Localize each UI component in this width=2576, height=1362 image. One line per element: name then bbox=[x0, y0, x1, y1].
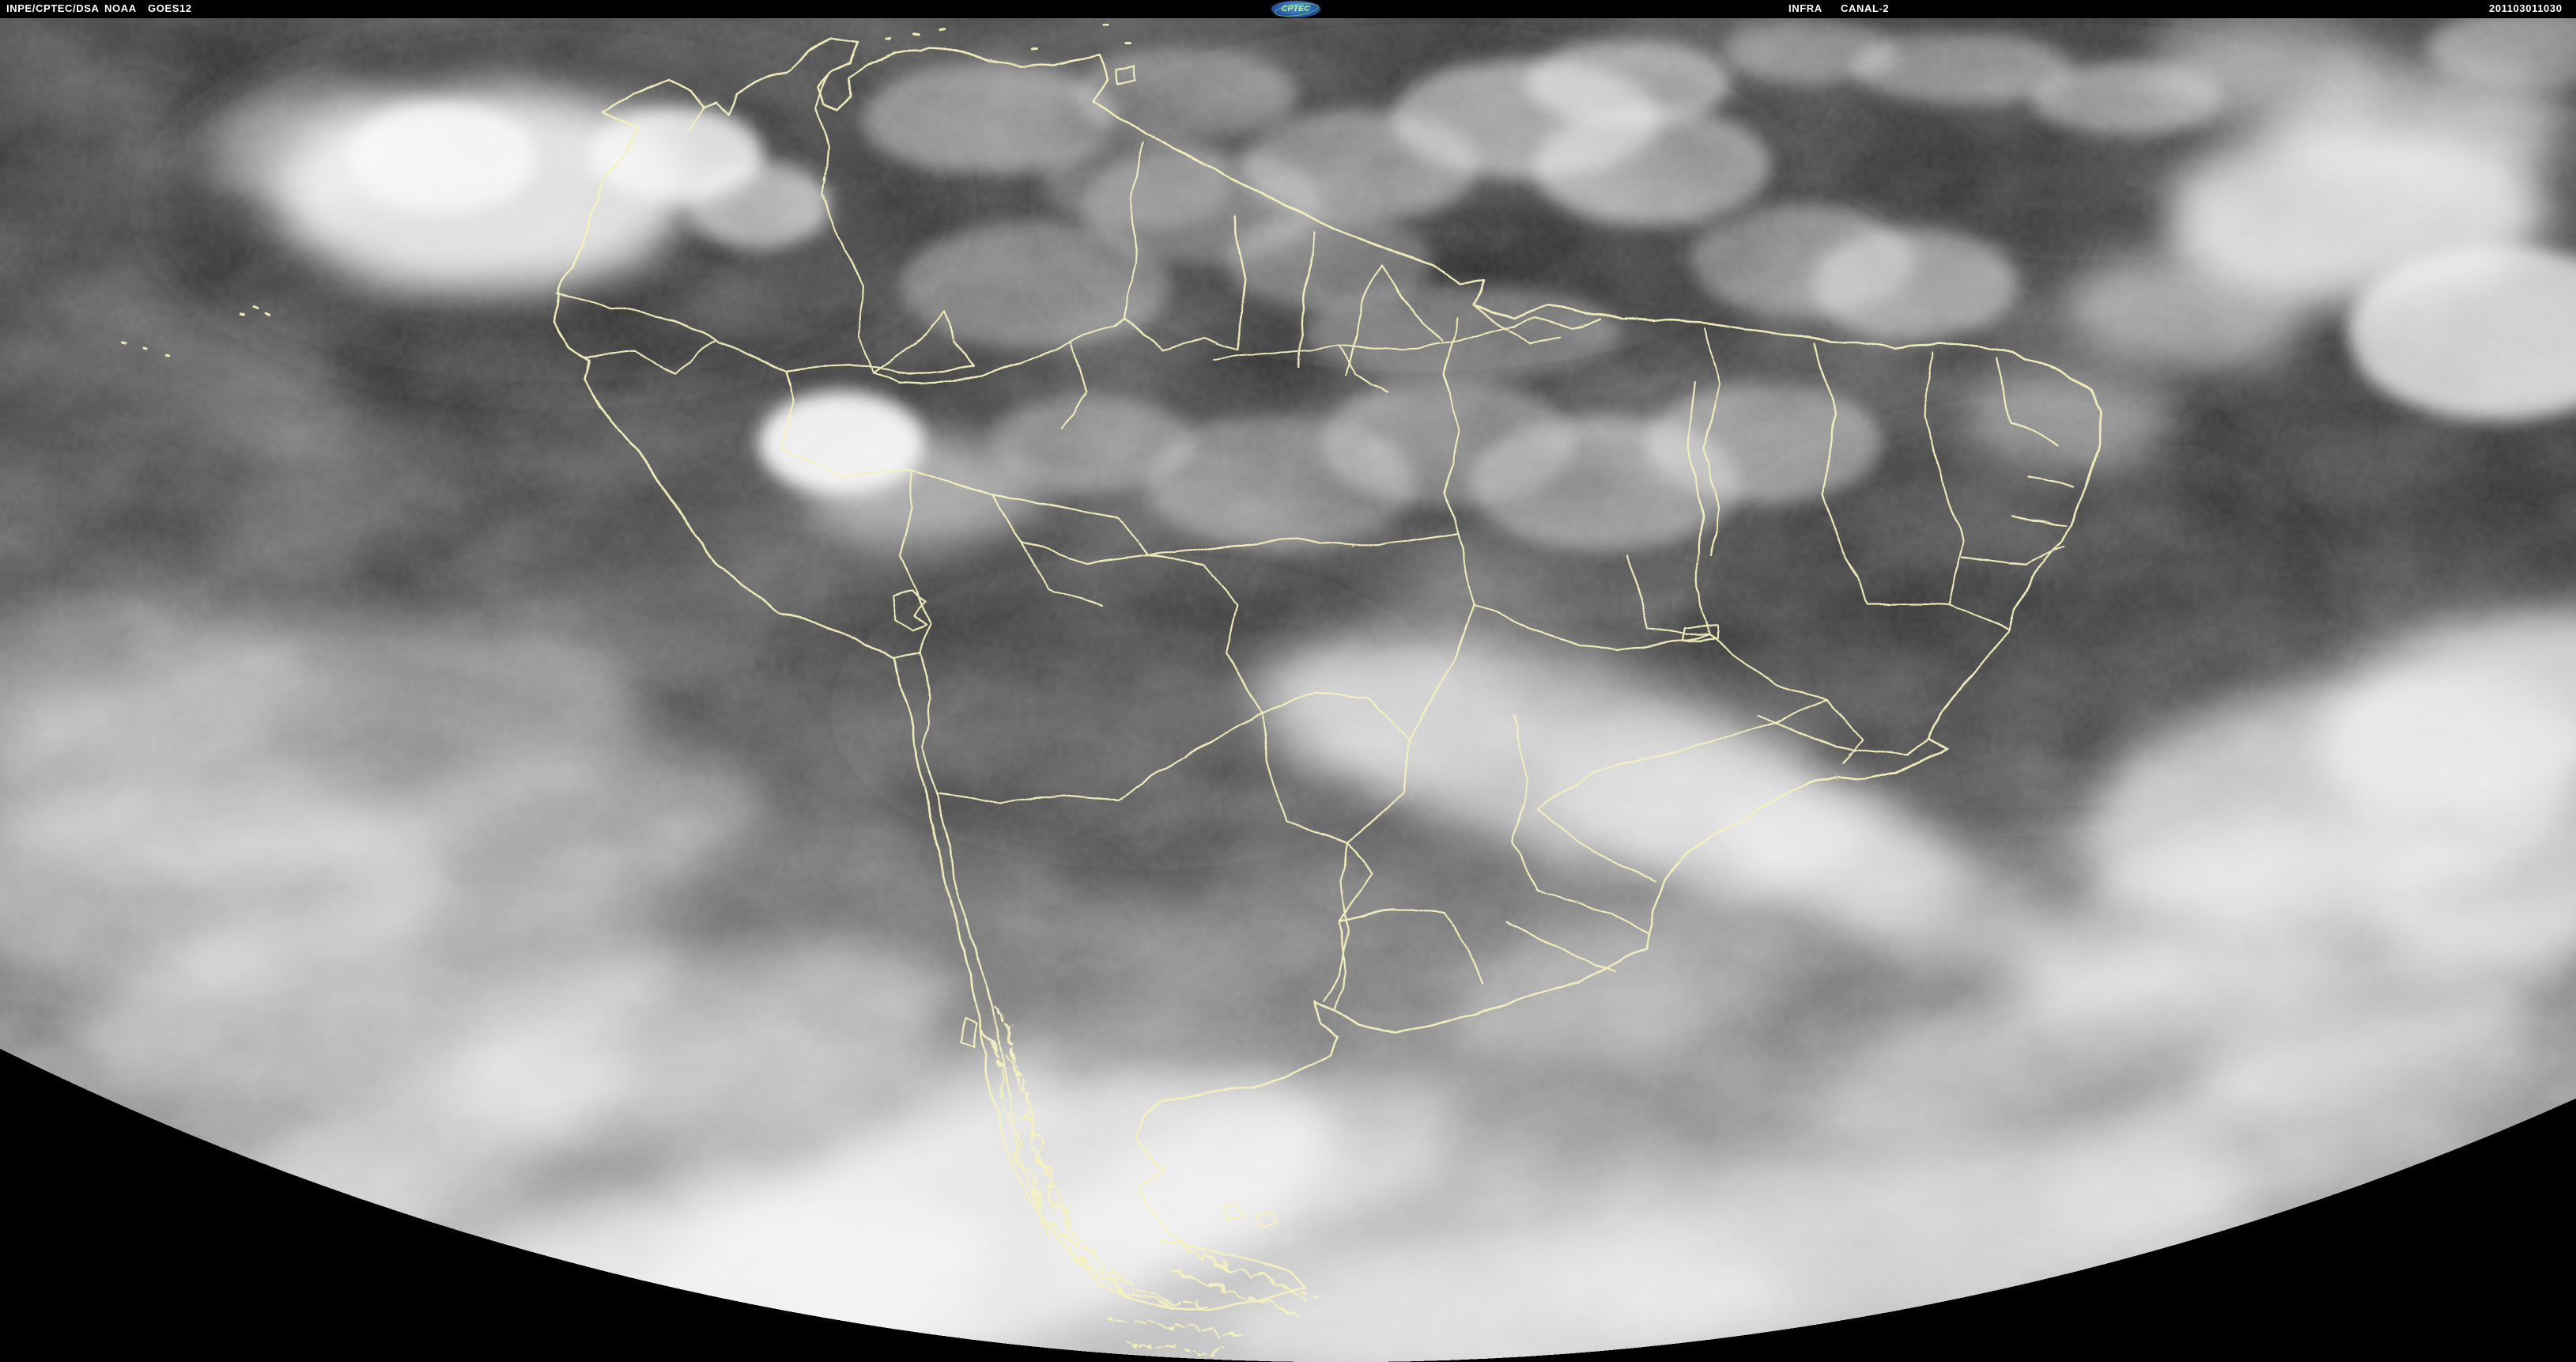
state-borders bbox=[988, 261, 2075, 971]
logo-text: CPTEC bbox=[1282, 4, 1310, 13]
country-borders bbox=[553, 68, 1482, 1237]
header-bar: INPE/CPTEC/DSA NOAA GOES12 CPTEC INFRA C… bbox=[0, 0, 2576, 19]
coastline-south-america bbox=[552, 35, 2102, 1308]
timestamp-label: 201103011030 bbox=[2489, 2, 2563, 14]
channel-type-label: INFRA bbox=[1788, 2, 1822, 14]
satellite-label: GOES12 bbox=[148, 2, 192, 14]
fjord-coastlines bbox=[979, 1001, 1303, 1350]
agency-label: INPE/CPTEC/DSA bbox=[6, 2, 100, 14]
islands-and-lakes bbox=[889, 63, 1276, 1226]
map-borders-overlay bbox=[119, 22, 2102, 1350]
channel-label: CANAL-2 bbox=[1841, 2, 1890, 14]
cptec-logo-icon: CPTEC bbox=[1271, 1, 1320, 19]
logo-orbit-ring bbox=[1274, 1, 1320, 19]
operator-label: NOAA bbox=[104, 2, 137, 14]
river-lines bbox=[1211, 303, 1600, 390]
small-island-dots bbox=[119, 22, 1317, 1296]
